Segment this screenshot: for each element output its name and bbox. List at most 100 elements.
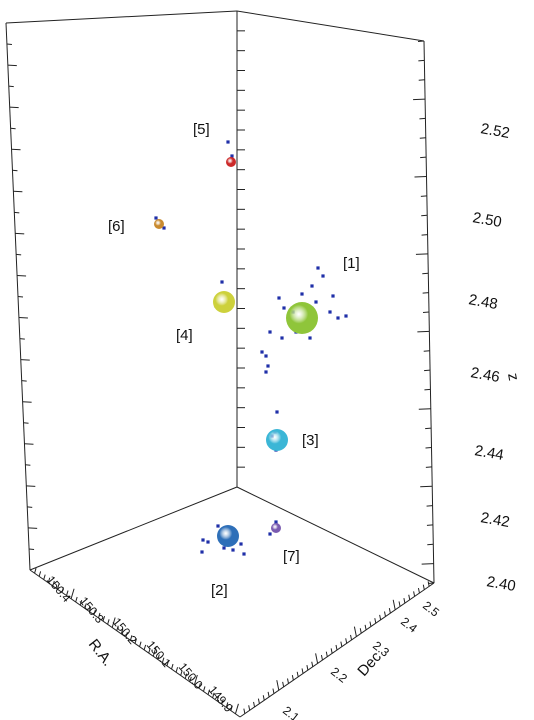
tick-mark bbox=[424, 369, 431, 372]
member-galaxy-point bbox=[201, 538, 205, 542]
tick-mark bbox=[417, 587, 420, 594]
tick-mark bbox=[22, 401, 32, 403]
tick-mark bbox=[38, 571, 42, 577]
tick-mark bbox=[421, 234, 428, 236]
tick-mark bbox=[27, 506, 33, 508]
tick-mark bbox=[253, 701, 256, 708]
tick-mark bbox=[125, 631, 128, 638]
ra-axis-label: R.A. bbox=[85, 636, 116, 669]
tick-mark bbox=[425, 427, 432, 430]
tick-mark bbox=[12, 169, 18, 172]
tick-mark bbox=[320, 654, 323, 661]
group-sphere-6 bbox=[154, 219, 164, 229]
tick-mark bbox=[19, 338, 25, 340]
tick-mark bbox=[20, 359, 30, 361]
tick-mark bbox=[70, 588, 75, 599]
dec-tick-label: 2.4 bbox=[398, 614, 420, 636]
tick-mark bbox=[52, 580, 55, 587]
tick-mark bbox=[171, 663, 174, 670]
tick-mark bbox=[161, 657, 165, 663]
tick-mark bbox=[243, 708, 246, 714]
dec-axis-tick-labels: 2.1 2.2 2.3 2.4 2.5 bbox=[280, 598, 442, 720]
tick-mark bbox=[17, 296, 24, 298]
group-label-7: [7] bbox=[283, 548, 300, 565]
ra-tick-label: 150.0 bbox=[176, 660, 206, 692]
dec-tick-label: 2.2 bbox=[328, 664, 350, 686]
tick-mark bbox=[426, 524, 433, 526]
tick-mark bbox=[413, 591, 416, 597]
tick-mark bbox=[198, 683, 201, 689]
member-galaxy-point bbox=[310, 284, 314, 288]
tick-mark bbox=[11, 148, 21, 151]
group-label-1: [1] bbox=[343, 255, 360, 272]
group-sphere-3 bbox=[266, 429, 288, 451]
frame-edge bbox=[5, 10, 238, 24]
tick-mark bbox=[116, 625, 119, 631]
tick-mark bbox=[25, 464, 31, 466]
tick-mark bbox=[419, 137, 426, 139]
member-galaxy-point bbox=[264, 354, 268, 358]
tick-mark bbox=[422, 584, 425, 590]
member-galaxy-point bbox=[300, 292, 304, 296]
member-galaxy-point bbox=[275, 410, 279, 414]
group-sphere-1 bbox=[286, 302, 318, 334]
tick-mark bbox=[417, 330, 430, 333]
tick-mark bbox=[34, 568, 37, 574]
tick-mark bbox=[93, 609, 96, 615]
tick-mark bbox=[340, 641, 343, 647]
tick-mark bbox=[379, 614, 382, 620]
tick-mark bbox=[166, 660, 169, 667]
tick-mark bbox=[415, 253, 428, 255]
member-galaxy-point bbox=[308, 336, 312, 340]
tick-mark bbox=[422, 311, 430, 313]
z-axis-tick-labels: 2.40 2.42 2.44 2.46 2.48 2.50 2.52 bbox=[467, 120, 517, 595]
group-sphere-2 bbox=[217, 525, 239, 547]
tick-mark bbox=[61, 587, 64, 593]
z-tick-label: 2.50 bbox=[471, 209, 503, 231]
tick-mark bbox=[427, 543, 434, 546]
tick-mark bbox=[420, 195, 427, 197]
member-galaxy-point bbox=[321, 274, 325, 278]
member-galaxy-point bbox=[274, 520, 278, 524]
member-galaxy-point bbox=[328, 310, 332, 314]
member-galaxy-point bbox=[314, 300, 318, 304]
tick-mark bbox=[175, 667, 179, 673]
tick-mark bbox=[18, 317, 28, 319]
member-galaxy-point bbox=[344, 314, 348, 318]
tick-mark bbox=[408, 594, 411, 600]
tick-mark bbox=[212, 692, 215, 698]
z-tick-label: 2.46 bbox=[469, 364, 501, 386]
tick-mark bbox=[79, 600, 83, 606]
tick-mark bbox=[193, 674, 198, 686]
tick-mark bbox=[301, 668, 304, 674]
dec-tick-label: 2.1 bbox=[280, 703, 302, 720]
tick-mark bbox=[88, 606, 92, 612]
tick-mark bbox=[424, 388, 431, 391]
member-galaxy-point bbox=[336, 316, 340, 320]
tick-mark bbox=[56, 584, 60, 590]
tick-marks bbox=[6, 30, 435, 714]
group-label-6: [6] bbox=[108, 218, 125, 235]
member-galaxies bbox=[154, 140, 348, 556]
tick-mark bbox=[267, 691, 270, 697]
tick-mark bbox=[202, 686, 206, 692]
group-labels: [1] [2] [3] [4] [5] [6] [7] bbox=[108, 121, 360, 599]
tick-mark bbox=[8, 85, 14, 88]
tick-mark bbox=[384, 611, 386, 617]
tick-mark bbox=[234, 703, 239, 714]
tick-mark bbox=[28, 527, 38, 529]
z-tick-label: 2.44 bbox=[473, 442, 505, 464]
tick-mark bbox=[143, 644, 147, 651]
member-galaxy-point bbox=[260, 350, 264, 354]
frame-edge bbox=[236, 486, 435, 584]
tick-mark bbox=[325, 651, 328, 657]
tick-mark bbox=[107, 619, 110, 625]
tick-mark bbox=[420, 156, 427, 159]
tick-mark bbox=[221, 699, 224, 705]
tick-mark bbox=[21, 380, 27, 382]
member-galaxy-point bbox=[231, 548, 235, 552]
member-galaxy-point bbox=[316, 266, 320, 270]
tick-mark bbox=[306, 665, 309, 671]
member-galaxy-point bbox=[264, 370, 268, 374]
tick-mark bbox=[134, 638, 137, 644]
